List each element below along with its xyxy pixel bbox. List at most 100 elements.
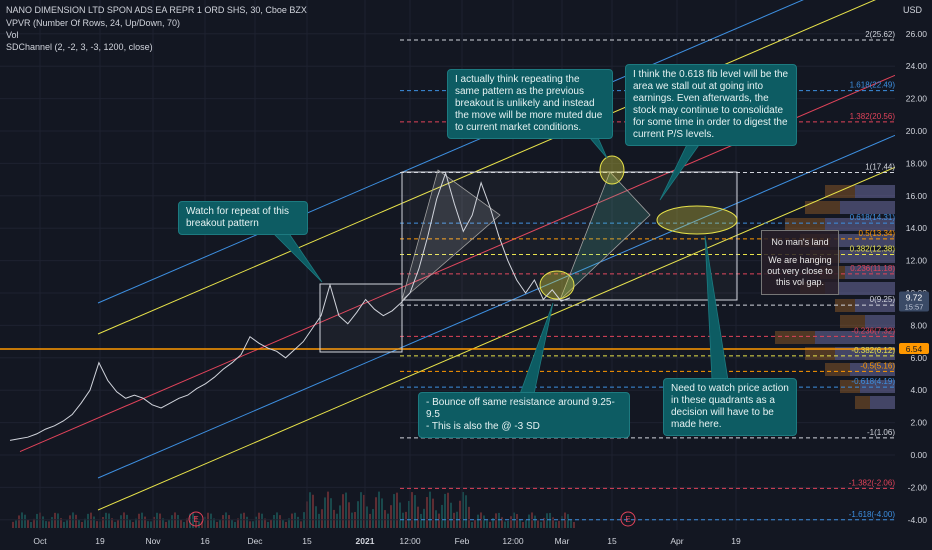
volume-bar bbox=[279, 515, 281, 528]
vpvr-row-up bbox=[825, 185, 895, 198]
volume-bar bbox=[291, 513, 293, 528]
breakout-callout[interactable]: Watch for repeat of this breakout patter… bbox=[178, 201, 308, 235]
volume-bar bbox=[177, 514, 179, 528]
volume-bar bbox=[342, 494, 344, 528]
volume-bar bbox=[165, 521, 167, 528]
volume-bar bbox=[384, 510, 386, 528]
volume-bar bbox=[399, 502, 401, 528]
drawings bbox=[319, 155, 738, 353]
volume-bar bbox=[360, 492, 362, 528]
no-mans-land-note[interactable]: No man's land We are hanging out very cl… bbox=[761, 230, 839, 295]
vpvr-row-down bbox=[870, 396, 895, 409]
price-tick-label: 26.00 bbox=[906, 29, 928, 39]
volume-bar bbox=[504, 521, 506, 528]
volume-bar bbox=[150, 521, 152, 528]
vpvr-row-down bbox=[865, 315, 895, 328]
volume-bar bbox=[42, 516, 44, 528]
vpvr-row-up bbox=[805, 201, 895, 214]
volume-bar bbox=[345, 492, 347, 528]
volume-bar bbox=[402, 512, 404, 528]
time-tick-label: 19 bbox=[731, 536, 741, 546]
bounce-ellipse bbox=[539, 270, 575, 300]
currency-label[interactable]: USD bbox=[903, 5, 923, 15]
time-axis-bg bbox=[0, 530, 895, 550]
time-tick-label: Mar bbox=[555, 536, 570, 546]
volume-bar bbox=[501, 517, 503, 528]
volume-bar bbox=[411, 492, 413, 528]
vpvr-row-down bbox=[855, 185, 895, 198]
vpvr-row-down bbox=[850, 363, 895, 376]
time-tick-label: 16 bbox=[200, 536, 210, 546]
volume-bar bbox=[465, 495, 467, 528]
volume-bar bbox=[12, 521, 14, 528]
fib-label: 0.236(11.18) bbox=[850, 264, 895, 273]
volume-bar bbox=[387, 513, 389, 528]
callout-leader bbox=[271, 231, 323, 283]
fib-label: 1(17.44) bbox=[865, 162, 895, 171]
volume-bar bbox=[33, 518, 35, 528]
vpvr-row-down bbox=[840, 250, 895, 263]
volume-bar bbox=[63, 521, 65, 528]
no-mans-land-title: No man's land bbox=[771, 237, 829, 247]
volume-bar bbox=[507, 520, 509, 528]
volume-bar bbox=[468, 506, 470, 528]
volume-bar bbox=[459, 500, 461, 528]
price-tick-label: 8.00 bbox=[910, 320, 927, 330]
volume-bar bbox=[543, 517, 545, 528]
volume-bar bbox=[87, 513, 89, 528]
vpvr-row-down bbox=[830, 234, 895, 247]
fib-label: 2(25.62) bbox=[865, 30, 895, 39]
volume-bar bbox=[525, 519, 527, 528]
volume-bar bbox=[69, 515, 71, 528]
time-tick-label: 12:00 bbox=[502, 536, 524, 546]
fib-label: -1.618(-4.00) bbox=[849, 510, 896, 519]
vpvr-indicator-label[interactable]: VPVR (Number Of Rows, 24, Up/Down, 70) bbox=[6, 18, 181, 28]
vpvr-row-down bbox=[815, 331, 895, 344]
time-tick-label: Apr bbox=[670, 536, 683, 546]
pattern-callout[interactable]: I actually think repeating the same patt… bbox=[447, 69, 613, 139]
volume-bar bbox=[270, 520, 272, 528]
channel-line bbox=[97, 134, 896, 479]
earnings-marker bbox=[620, 511, 636, 527]
quadrants-callout[interactable]: Need to watch price action in these quad… bbox=[663, 378, 797, 436]
volume-bar bbox=[201, 521, 203, 528]
volume-bar bbox=[438, 513, 440, 528]
volume-bar bbox=[357, 501, 359, 528]
sdchannel-indicator-label[interactable]: SDChannel (2, -2, 3, -3, 1200, close) bbox=[6, 42, 153, 52]
volume-bar bbox=[426, 497, 428, 528]
volume-bar bbox=[264, 518, 266, 528]
price-tick-label: -2.00 bbox=[908, 482, 928, 492]
volume-bar bbox=[96, 521, 98, 528]
volume-bar bbox=[390, 505, 392, 528]
fib-label: -0.382(6.12) bbox=[851, 346, 895, 355]
earnings-label: E bbox=[193, 515, 198, 524]
volume-bar bbox=[135, 518, 137, 528]
volume-bar bbox=[60, 518, 62, 528]
vol-indicator-label[interactable]: Vol bbox=[6, 30, 19, 40]
price-tick-label: 18.00 bbox=[906, 158, 928, 168]
volume-bar bbox=[234, 521, 236, 528]
bounce-callout[interactable]: - Bounce off same resistance around 9.25… bbox=[418, 392, 630, 438]
fib-label: 0.618(14.31) bbox=[850, 213, 896, 222]
volume-bar bbox=[423, 508, 425, 528]
fib-label: -0.618(4.19) bbox=[851, 377, 895, 386]
volume-bar bbox=[282, 520, 284, 528]
fib-label: -1(1.06) bbox=[867, 428, 895, 437]
volume-bar bbox=[57, 513, 59, 528]
price-axis-bg bbox=[895, 0, 932, 550]
fib-label: -0.236(7.32) bbox=[851, 326, 895, 335]
no-mans-land-body: We are hanging out very close to this vo… bbox=[767, 255, 833, 287]
price-tick-label: 24.00 bbox=[906, 61, 928, 71]
volume-bar bbox=[528, 514, 530, 528]
fib-callout[interactable]: I think the 0.618 fib level will be the … bbox=[625, 64, 797, 146]
volume-bar bbox=[444, 493, 446, 528]
volume-bar bbox=[195, 516, 197, 528]
volume-bar bbox=[144, 516, 146, 528]
volume-bar bbox=[486, 520, 488, 528]
price-axis: -4.00-2.000.002.004.006.008.0010.0012.00… bbox=[895, 0, 932, 550]
volume-bar bbox=[408, 500, 410, 528]
vpvr-row-down bbox=[825, 218, 895, 231]
volume-bar bbox=[114, 521, 116, 528]
vpvr-row-up bbox=[840, 380, 895, 393]
